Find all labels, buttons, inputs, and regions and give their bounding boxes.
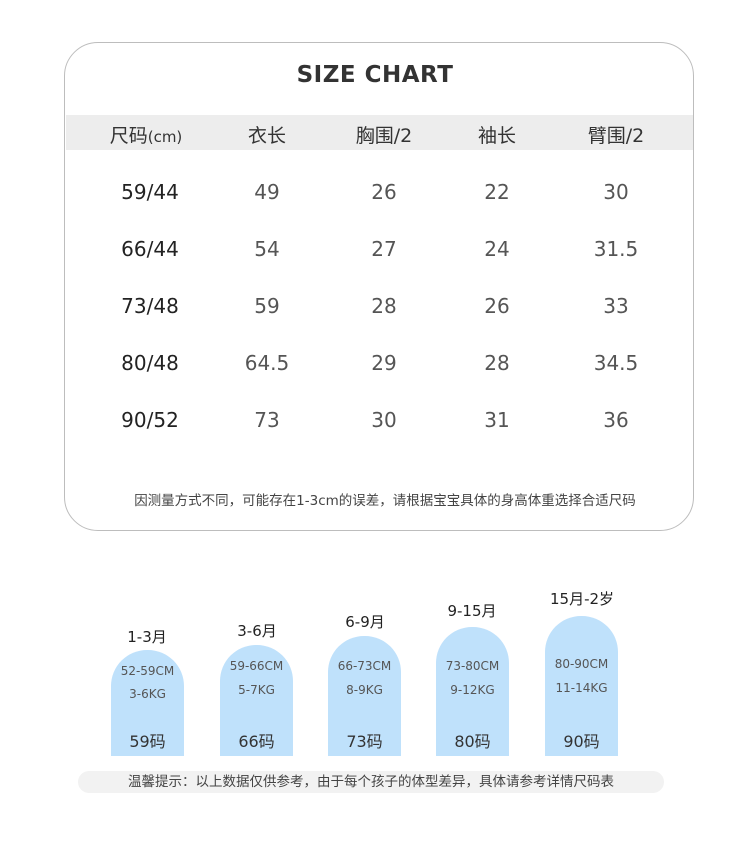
row1-chest: 26: [371, 180, 397, 204]
row4-size: 80/48: [121, 351, 179, 375]
bar4: 73-80CM 9-12KG 80码: [436, 627, 509, 756]
bar5-height: 80-90CM: [554, 657, 609, 671]
row4-chest: 29: [371, 351, 397, 375]
row3-sleeve: 26: [484, 294, 510, 318]
header-chest: 胸围/2: [355, 125, 413, 147]
bar4-size: 80码: [454, 732, 491, 751]
bar2: 59-66CM 5-7KG 66码: [220, 645, 293, 756]
measurement-note: 因测量方式不同，可能存在1-3cm的误差，请根据宝宝具体的身高体重选择合适尺码: [134, 493, 636, 509]
bar1-size: 59码: [129, 732, 166, 751]
row1-size: 59/44: [121, 180, 179, 204]
bar5: 80-90CM 11-14KG 90码: [545, 616, 618, 756]
bar4-weight: 9-12KG: [450, 683, 495, 697]
bar3-size: 73码: [346, 732, 383, 751]
bar2-weight: 5-7KG: [238, 683, 275, 697]
row1-arm: 30: [603, 180, 629, 204]
row3-arm: 33: [603, 294, 629, 318]
table-header-bar: [66, 115, 693, 150]
bar1-weight: 3-6KG: [129, 687, 166, 701]
bar5-size: 90码: [563, 732, 600, 751]
row3-length: 59: [254, 294, 280, 318]
bar4-age: 9-15月: [447, 602, 497, 620]
row5-length: 73: [254, 408, 280, 432]
row3-chest: 28: [371, 294, 397, 318]
bar3-age: 6-9月: [345, 613, 385, 631]
row2-size: 66/44: [121, 237, 179, 261]
bar1: 52-59CM 3-6KG 59码: [111, 650, 184, 756]
header-sleeve: 袖长: [477, 125, 517, 147]
bar3-weight: 8-9KG: [346, 683, 383, 697]
header-size: 尺码(cm): [110, 121, 183, 148]
bar4-height: 73-80CM: [445, 659, 500, 673]
bar5-age: 15月-2岁: [549, 590, 615, 608]
row5-arm: 36: [603, 408, 629, 432]
header-arm: 臂围/2: [587, 125, 645, 147]
row4-sleeve: 28: [484, 351, 510, 375]
row3-size: 73/48: [121, 294, 179, 318]
row2-sleeve: 24: [484, 237, 510, 261]
row4-length: 64.5: [244, 351, 290, 375]
bar1-height: 52-59CM: [120, 664, 175, 678]
bar3: 66-73CM 8-9KG 73码: [328, 636, 401, 756]
row5-sleeve: 31: [484, 408, 510, 432]
row1-sleeve: 22: [484, 180, 510, 204]
bar3-height: 66-73CM: [337, 659, 392, 673]
bar1-age: 1-3月: [127, 628, 167, 646]
header-size-label: 尺码: [109, 125, 148, 147]
bar2-size: 66码: [238, 732, 275, 751]
row5-size: 90/52: [121, 408, 179, 432]
bar5-weight: 11-14KG: [555, 681, 608, 695]
header-length: 衣长: [247, 125, 287, 147]
row5-chest: 30: [371, 408, 397, 432]
bar2-age: 3-6月: [237, 622, 277, 640]
reference-tip: 温馨提示：以上数据仅供参考，由于每个孩子的体型差异，具体请参考详情尺码表: [78, 771, 664, 793]
row4-arm: 34.5: [593, 351, 639, 375]
row2-arm: 31.5: [593, 237, 639, 261]
row2-chest: 27: [371, 237, 397, 261]
header-size-unit: (cm): [147, 128, 183, 146]
chart-title: SIZE CHART: [296, 62, 454, 88]
row2-length: 54: [254, 237, 280, 261]
bar2-height: 59-66CM: [229, 659, 284, 673]
row1-length: 49: [254, 180, 280, 204]
